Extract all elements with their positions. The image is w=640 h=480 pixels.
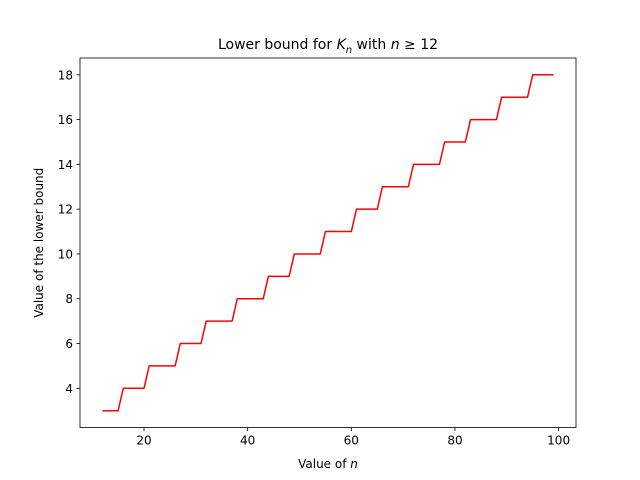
series-line-1 — [102, 74, 554, 412]
y-tick-label: 12 — [58, 203, 73, 217]
y-tick-label: 18 — [58, 68, 73, 82]
x-tick-label: 20 — [136, 434, 151, 448]
y-tick-label: 8 — [65, 292, 73, 306]
x-tick-label: 60 — [344, 434, 359, 448]
y-tick-label: 10 — [58, 247, 73, 261]
x-tick-label: 80 — [447, 434, 462, 448]
y-tick-label: 4 — [65, 382, 73, 396]
axes-frame — [79, 57, 577, 428]
y-tick-label: 16 — [58, 113, 73, 127]
x-axis: 20 40 60 80 100 — [136, 427, 570, 448]
chart-title: Lower bound for Kn with n ≥ 12 — [218, 37, 438, 56]
y-tick-label: 6 — [65, 337, 73, 351]
plot-area — [79, 57, 577, 428]
series-layer — [102, 74, 554, 412]
x-tick-label: 40 — [240, 434, 255, 448]
y-axis-label: Value of the lower bound — [32, 168, 46, 318]
x-tick-label: 100 — [547, 434, 570, 448]
y-axis: 4 6 8 10 12 14 16 18 — [58, 68, 80, 396]
x-axis-label: Value of n — [298, 457, 358, 471]
y-tick-label: 14 — [58, 158, 73, 172]
